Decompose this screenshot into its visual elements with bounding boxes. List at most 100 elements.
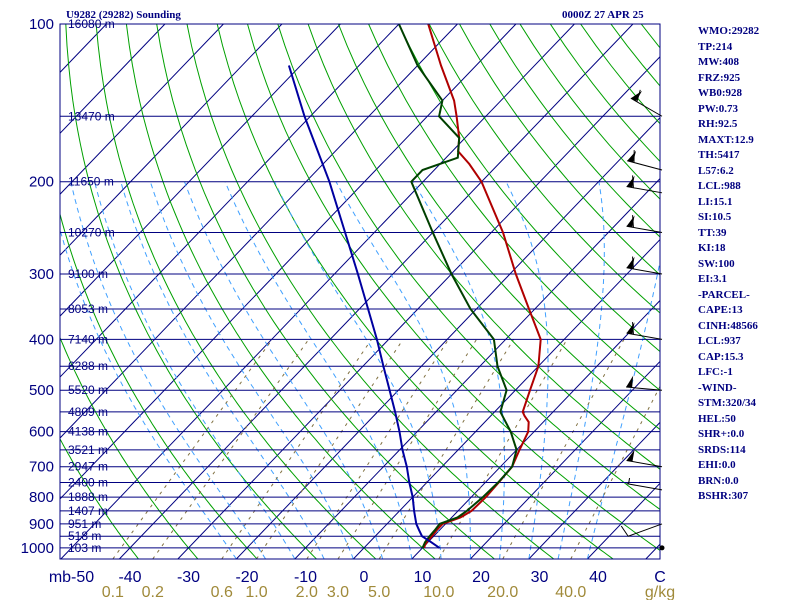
height-label: 9100 m [68,267,108,281]
height-label: 1407 m [68,504,108,518]
mixing-ratio-line [337,339,477,559]
isotherm-line [528,421,660,559]
index-item: -WIND- [698,381,737,394]
height-label: 3521 m [68,443,108,457]
dry-adiabat-line [549,24,660,163]
dry-adiabat-line [368,24,660,391]
mixing-ratio-label: 0.1 [102,584,124,600]
isotherm-line [469,360,660,559]
pressure-tick-label: 600 [29,424,54,441]
height-label: 11650 m [68,175,114,189]
index-item: KI:18 [698,242,726,254]
temperature-tick-label: 30 [531,569,549,586]
height-label: 5520 m [68,383,108,397]
wind-barbs [620,89,665,551]
temperature-tick-label: 20 [472,569,490,586]
index-item: HEL:50 [698,412,736,425]
moist-adiabat-line [586,259,660,559]
isotherm-line [177,56,660,559]
mixing-ratio-line [112,339,273,559]
temperature-tick-label: 0 [360,569,369,586]
temperature-unit-label: C [654,569,666,586]
height-label: 103 m [68,541,101,555]
mixing-ratio-line [152,339,310,559]
pressure-tick-label: 800 [29,489,54,506]
dry-adiabat-line [428,24,660,314]
index-item: BRN:0.0 [698,474,739,487]
index-item: STM:320/34 [698,397,757,409]
pressure-tick-label: 300 [29,266,54,283]
index-item: MW:408 [698,56,739,68]
index-item: WB0:928 [698,87,742,99]
isotherm-line [60,24,166,135]
isotherm-line [60,24,341,317]
isotherm-line [60,24,283,256]
index-item: SI:10.5 [698,211,732,223]
index-item: SW:100 [698,257,735,270]
moist-adiabat-line [149,181,354,559]
index-item: LI:15.1 [698,195,733,208]
isotherm-line [60,24,224,195]
height-label: 1888 m [68,490,108,504]
index-item: CAPE:13 [698,304,743,316]
wind-barb [626,478,663,491]
pressure-tick-label: 700 [29,459,54,476]
isotherm-line [60,24,458,439]
moist-adiabat-line [120,181,325,559]
moist-adiabat-line [70,181,267,559]
pressure-tick-label: 100 [29,16,54,33]
temperature-tick-label: 40 [589,569,607,586]
isotherm-line [0,24,48,559]
height-label: 16080 m [68,17,115,31]
dry-adiabat-line [277,24,660,511]
index-item: RH:92.5 [698,118,738,130]
mixing-ratio-label: 20.0 [487,584,518,600]
height-label: 8053 m [68,302,108,316]
dry-adiabat-line [60,437,139,559]
wind-barb [626,375,663,391]
wind-barb [620,523,663,537]
mixing-ratio-line [570,385,660,559]
mixing-ratio-label: 40.0 [555,584,586,600]
index-item: FRZ:925 [698,71,741,84]
temperature-tick-label: -10 [294,569,317,586]
wind-barb [626,449,663,468]
moist-adiabat-line [184,181,384,559]
mixing-ratio-line [306,339,449,559]
index-item: SRDS:114 [698,443,746,456]
mixing-ratio-line [502,339,625,559]
temperature-tick-label: -40 [118,569,141,586]
plot-frame [59,23,661,560]
moist-adiabat-line [557,181,605,559]
station-title: U9282 (29282) Sounding [66,9,181,21]
index-item: LCL:937 [698,335,741,347]
parcel-line [287,65,441,549]
pressure-tick-label: 500 [29,382,54,399]
mixing-ratio-unit: g/kg [645,584,675,600]
height-label: 2947 m [68,460,108,474]
mixing-ratio-label: 0.2 [142,584,164,600]
pressure-tick-label: 200 [29,174,54,191]
index-item: EHI:0.0 [698,459,736,471]
index-item: EI:3.1 [698,273,728,285]
wind-barb [630,89,663,117]
mixing-ratio-label: 0.6 [211,584,233,600]
moist-adiabat-line [335,181,471,559]
isotherm-line [60,24,400,378]
mixing-ratio-line [256,339,404,559]
pressure-tick-label: 1000 [21,540,54,557]
mixing-ratio-line [378,339,515,559]
index-item: LFC:-1 [698,366,733,378]
wind-barb [626,175,663,194]
dry-adiabat-line [307,24,660,470]
dry-adiabat-line [60,336,199,559]
sounding-profiles [287,24,542,549]
index-item: BSHR:307 [698,490,749,502]
pressure-tick-label: 400 [29,331,54,348]
isotherm-line [60,24,517,500]
height-label: 6288 m [68,359,108,373]
isotherm-line [235,116,660,559]
wind-barb [659,545,665,551]
index-item: LCL:988 [698,180,741,192]
